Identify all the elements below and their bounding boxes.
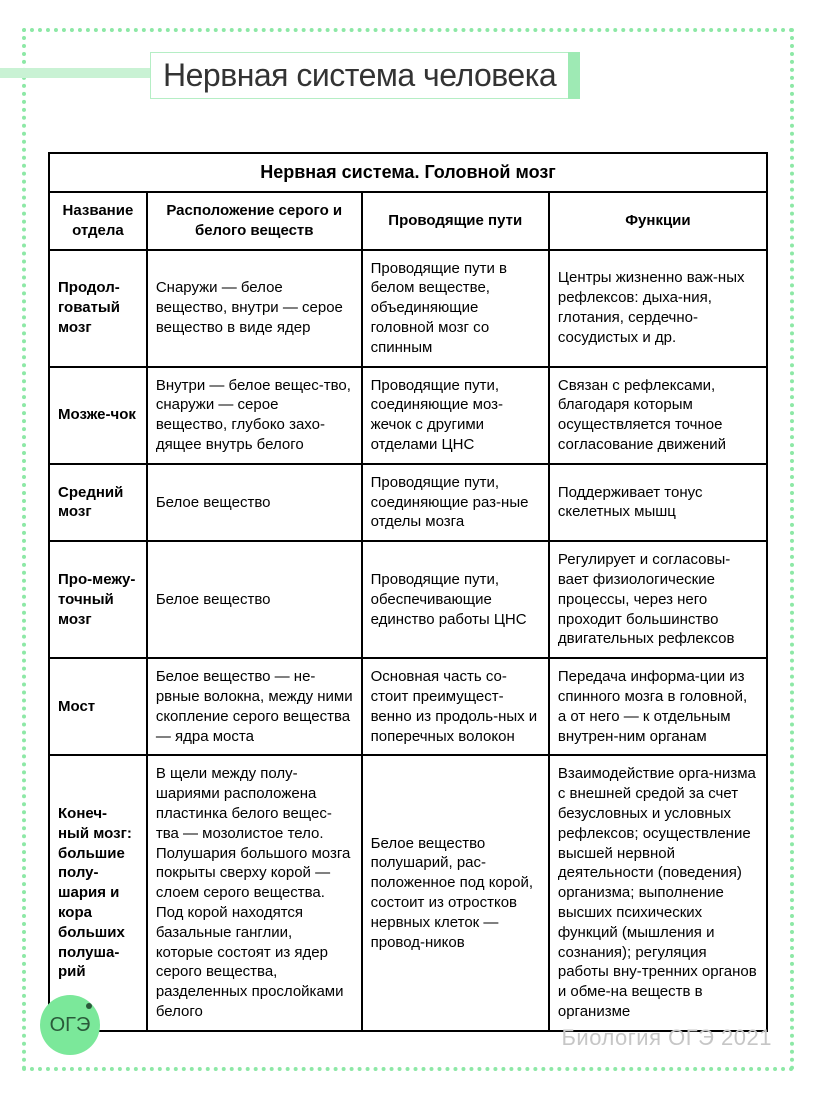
title-stripe (0, 68, 150, 78)
cell-name: Продол-говатый мозг (49, 250, 147, 367)
cell-name: Про-межу-точный мозг (49, 541, 147, 658)
table-body: Продол-говатый мозг Снаружи — белое веще… (49, 250, 767, 1031)
table-caption: Нервная система. Головной мозг (48, 152, 768, 191)
cell-pathways: Белое вещество полушарий, рас-положенное… (362, 755, 549, 1030)
table-row: Конеч-ный мозг: большие полу-шария и кор… (49, 755, 767, 1030)
cell-name: Мост (49, 658, 147, 755)
footer-text: Биология ОГЭ 2021 (561, 1025, 772, 1051)
cell-location: Белое вещество — не-рвные волокна, между… (147, 658, 362, 755)
cell-location: Белое вещество (147, 541, 362, 658)
badge-label: ОГЭ (50, 1014, 91, 1037)
cell-location: Снаружи — белое вещество, внутри — серое… (147, 250, 362, 367)
col-header-functions: Функции (549, 192, 767, 250)
table-row: Мозже-чок Внутри — белое вещес-тво, снар… (49, 367, 767, 464)
cell-name: Средний мозг (49, 464, 147, 541)
page-title-box: Нервная система человека (150, 52, 569, 99)
table-row: Мост Белое вещество — не-рвные волокна, … (49, 658, 767, 755)
brain-table-container: Нервная система. Головной мозг Название … (48, 152, 768, 1032)
cell-functions: Центры жизненно важ-ных рефлексов: дыха-… (549, 250, 767, 367)
col-header-name: Название отдела (49, 192, 147, 250)
oge-badge: ОГЭ (40, 995, 100, 1055)
cell-location: Внутри — белое вещес-тво, снаружи — серо… (147, 367, 362, 464)
cell-pathways: Основная часть со-стоит преимущест-венно… (362, 658, 549, 755)
cell-functions: Регулирует и согласовы-вает физиологичес… (549, 541, 767, 658)
col-header-pathways: Проводящие пути (362, 192, 549, 250)
col-header-location: Расположение серого и белого веществ (147, 192, 362, 250)
cell-pathways: Проводящие пути в белом веществе, объеди… (362, 250, 549, 367)
cell-functions: Поддерживает тонус скелетных мышц (549, 464, 767, 541)
badge-dot-icon (86, 1003, 92, 1009)
brain-table: Нервная система. Головной мозг Название … (48, 152, 768, 1032)
cell-pathways: Проводящие пути, соединяющие моз-жечок с… (362, 367, 549, 464)
table-row: Продол-говатый мозг Снаружи — белое веще… (49, 250, 767, 367)
cell-name: Мозже-чок (49, 367, 147, 464)
cell-functions: Передача информа-ции из спинного мозга в… (549, 658, 767, 755)
table-row: Средний мозг Белое вещество Проводящие п… (49, 464, 767, 541)
table-header-row: Название отдела Расположение серого и бе… (49, 192, 767, 250)
cell-location: Белое вещество (147, 464, 362, 541)
cell-functions: Взаимодействие орга-низма с внешней сред… (549, 755, 767, 1030)
cell-functions: Связан с рефлексами, благодаря которым о… (549, 367, 767, 464)
cell-name: Конеч-ный мозг: большие полу-шария и кор… (49, 755, 147, 1030)
cell-location: В щели между полу-шариями расположена пл… (147, 755, 362, 1030)
table-row: Про-межу-точный мозг Белое вещество Пров… (49, 541, 767, 658)
cell-pathways: Проводящие пути, обеспечивающие единство… (362, 541, 549, 658)
page-title: Нервная система человека (163, 57, 556, 93)
title-accent (568, 52, 580, 99)
cell-pathways: Проводящие пути, соединяющие раз-ные отд… (362, 464, 549, 541)
